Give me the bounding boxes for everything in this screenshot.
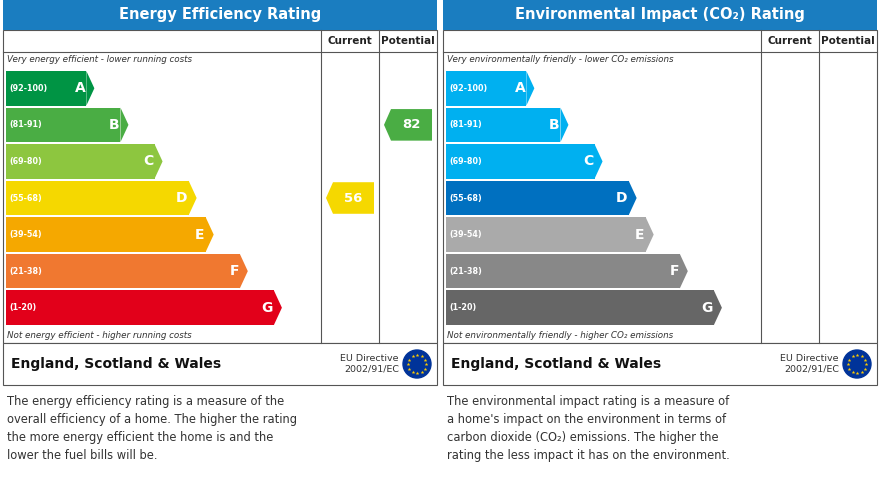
Text: Current: Current [767, 36, 812, 46]
Text: The environmental impact rating is a measure of
a home's impact on the environme: The environmental impact rating is a mea… [447, 395, 730, 462]
Text: England, Scotland & Wales: England, Scotland & Wales [11, 357, 221, 371]
Text: EU Directive
2002/91/EC: EU Directive 2002/91/EC [341, 354, 399, 374]
Bar [3, 0, 437, 30]
Text: G: G [261, 301, 273, 315]
Text: (1-20): (1-20) [9, 303, 36, 312]
Polygon shape [526, 71, 534, 106]
Bar [446, 181, 628, 215]
Polygon shape [595, 144, 603, 179]
Polygon shape [679, 254, 688, 288]
Bar [446, 71, 526, 106]
Text: B: B [109, 118, 120, 132]
Polygon shape [121, 107, 128, 142]
Text: 56: 56 [344, 191, 363, 205]
Text: Energy Efficiency Rating: Energy Efficiency Rating [119, 7, 321, 23]
Text: (92-100): (92-100) [449, 84, 488, 93]
Text: England, Scotland & Wales: England, Scotland & Wales [451, 357, 661, 371]
Text: Very environmentally friendly - lower CO₂ emissions: Very environmentally friendly - lower CO… [447, 56, 673, 65]
Text: 82: 82 [402, 118, 421, 131]
Polygon shape [86, 71, 94, 106]
Polygon shape [561, 107, 568, 142]
Text: (55-68): (55-68) [449, 193, 481, 203]
Text: (21-38): (21-38) [449, 267, 482, 276]
Text: F: F [230, 264, 238, 278]
Text: F: F [670, 264, 678, 278]
Text: Not energy efficient - higher running costs: Not energy efficient - higher running co… [7, 331, 192, 340]
Text: Not environmentally friendly - higher CO₂ emissions: Not environmentally friendly - higher CO… [447, 331, 673, 340]
Text: C: C [583, 154, 593, 169]
Text: Environmental Impact (CO₂) Rating: Environmental Impact (CO₂) Rating [515, 7, 805, 23]
Bar [6, 290, 274, 325]
Bar [3, 343, 437, 385]
Text: G: G [701, 301, 713, 315]
Bar [443, 30, 877, 343]
Text: Current: Current [327, 36, 372, 46]
Bar [443, 343, 877, 385]
Bar [446, 107, 561, 142]
Polygon shape [239, 254, 248, 288]
Text: (39-54): (39-54) [449, 230, 481, 239]
Text: (21-38): (21-38) [9, 267, 42, 276]
Bar [6, 217, 206, 252]
Bar [6, 144, 155, 179]
Bar [446, 217, 646, 252]
Polygon shape [274, 290, 282, 325]
Bar [446, 290, 714, 325]
Text: Potential: Potential [821, 36, 875, 46]
Bar [6, 181, 188, 215]
Bar [446, 144, 595, 179]
Polygon shape [628, 181, 636, 215]
Polygon shape [714, 290, 722, 325]
Text: EU Directive
2002/91/EC: EU Directive 2002/91/EC [781, 354, 839, 374]
Bar [443, 0, 877, 30]
Text: (69-80): (69-80) [449, 157, 481, 166]
Text: E: E [195, 228, 205, 242]
Circle shape [403, 350, 431, 378]
Bar [3, 30, 437, 343]
Text: D: D [616, 191, 627, 205]
Polygon shape [646, 217, 654, 252]
Text: (1-20): (1-20) [449, 303, 476, 312]
Polygon shape [155, 144, 163, 179]
Text: Very energy efficient - lower running costs: Very energy efficient - lower running co… [7, 56, 192, 65]
Polygon shape [384, 109, 432, 141]
Text: (81-91): (81-91) [449, 120, 481, 129]
Text: The energy efficiency rating is a measure of the
overall efficiency of a home. T: The energy efficiency rating is a measur… [7, 395, 297, 462]
Text: A: A [75, 81, 85, 95]
Bar [6, 254, 239, 288]
Circle shape [843, 350, 871, 378]
Bar [6, 107, 121, 142]
Text: C: C [143, 154, 153, 169]
Bar [6, 71, 86, 106]
Text: (55-68): (55-68) [9, 193, 41, 203]
Text: Potential: Potential [381, 36, 435, 46]
Text: A: A [515, 81, 525, 95]
Text: E: E [635, 228, 645, 242]
Text: (81-91): (81-91) [9, 120, 41, 129]
Text: (92-100): (92-100) [9, 84, 48, 93]
Bar [446, 254, 679, 288]
Text: D: D [176, 191, 187, 205]
Polygon shape [188, 181, 196, 215]
Text: B: B [549, 118, 560, 132]
Text: (69-80): (69-80) [9, 157, 41, 166]
Text: (39-54): (39-54) [9, 230, 41, 239]
Polygon shape [326, 182, 374, 214]
Polygon shape [206, 217, 214, 252]
